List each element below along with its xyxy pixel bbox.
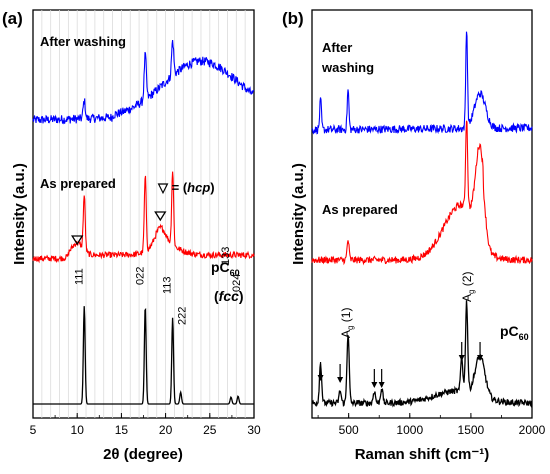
- panel-b-curves: [311, 31, 533, 408]
- series-line-b: [311, 120, 533, 266]
- hcp-legend: ▽ = (hcp): [157, 180, 215, 195]
- x-tick-label: 2000: [519, 423, 546, 437]
- panel-a-curves: [32, 40, 255, 405]
- as-prepared-label-b: As prepared: [322, 202, 398, 217]
- panel-b-label: (b): [282, 9, 304, 28]
- panel-a-grid: [41, 10, 246, 418]
- x-tick-label: 15: [115, 423, 129, 437]
- x-tick-label: 1500: [458, 423, 485, 437]
- peak-label: 111: [73, 268, 85, 285]
- raman-arrowhead: [458, 355, 465, 361]
- x-tick-label: 10: [71, 423, 85, 437]
- raman-arrowhead: [337, 377, 344, 383]
- x-tick-label: 20: [159, 423, 173, 437]
- peak-label: 024: [231, 274, 243, 292]
- series-line-a: [32, 171, 255, 264]
- panel-b-frame: [311, 9, 533, 419]
- panel-a-ticks: 5 10 15 20 25 30: [30, 413, 261, 437]
- peak-label: 222: [177, 307, 189, 325]
- washing-label: washing: [321, 60, 374, 75]
- raman-arrowhead: [371, 382, 378, 388]
- ag2-label: Ag (2): [460, 272, 476, 302]
- peak-label: 022: [134, 267, 146, 285]
- series-line-b: [311, 31, 533, 135]
- fcc-label: (fcc): [214, 288, 244, 304]
- peak-label: 133: [220, 247, 232, 265]
- as-prepared-label: As prepared: [40, 176, 116, 191]
- panel-b: 500 1000 1500 2000 (b) After washing As pre…: [282, 9, 546, 463]
- x-tick-label: 30: [247, 423, 261, 437]
- panel-a-ylabel: Intensity (a.u.): [11, 163, 28, 265]
- hcp-marker: [154, 211, 167, 222]
- raman-arrowhead: [378, 382, 385, 388]
- raman-arrowhead: [477, 355, 484, 361]
- panel-b-arrows: [317, 342, 484, 388]
- hcp-marker: [71, 235, 84, 246]
- series-line-a: [32, 40, 255, 125]
- panel-a-label: (a): [2, 9, 23, 28]
- panel-b-ylabel: Intensity (a.u.): [290, 163, 307, 265]
- x-tick-label: 25: [203, 423, 217, 437]
- panel-a-xlabel: 2θ (degree): [103, 446, 183, 463]
- after-label: After: [322, 40, 352, 55]
- panel-a-hcp-markers: [71, 211, 167, 246]
- x-tick-label: 1000: [396, 423, 423, 437]
- panel-a-peak-labels: 111 022 113 222 133 024: [73, 247, 243, 325]
- x-tick-label: 500: [339, 423, 359, 437]
- after-washing-label: After washing: [40, 34, 126, 49]
- pc60-label-a: pC60: [211, 259, 240, 278]
- panel-b-ticks: 500 1000 1500 2000: [317, 413, 546, 437]
- pc60-label-b: pC60: [500, 323, 529, 342]
- raman-arrowhead: [317, 375, 324, 381]
- panel-a: 5 10 15 20 25 30 111 022 113 222 133 024 (a) After…: [2, 9, 261, 463]
- series-line-b: [311, 300, 533, 408]
- ag1-label: Ag (1): [339, 308, 355, 338]
- peak-label: 113: [162, 276, 174, 294]
- panel-b-xlabel: Raman shift (cm⁻¹): [355, 446, 490, 463]
- x-tick-label: 5: [30, 423, 37, 437]
- series-line-a: [33, 306, 254, 405]
